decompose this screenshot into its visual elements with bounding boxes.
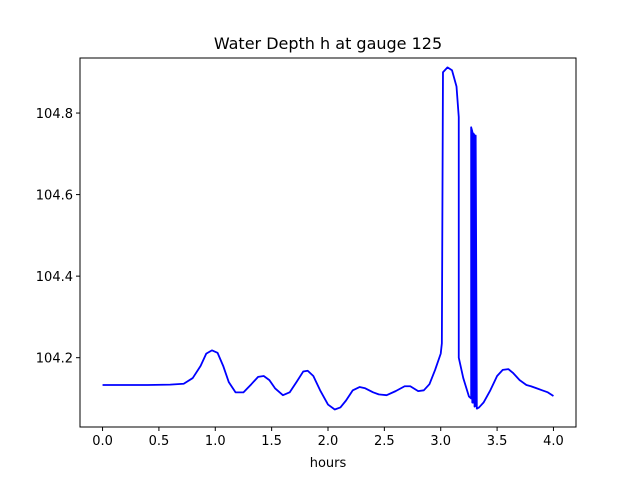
x-tick-label: 0.5 [149,434,170,449]
x-tick-label: 1.5 [261,434,282,449]
x-tick-label: 0.0 [92,434,113,449]
x-axis-ticks: 0.0 0.5 1.0 1.5 2.0 2.5 3.0 3.5 4.0 [92,427,564,449]
x-tick-label: 2.0 [318,434,339,449]
x-tick-label: 3.5 [487,434,508,449]
x-tick-label: 1.0 [205,434,226,449]
x-tick-label: 3.0 [430,434,451,449]
chart-title: Water Depth h at gauge 125 [214,34,442,53]
series-line-0 [102,66,554,411]
x-tick-label: 2.5 [374,434,395,449]
y-tick-label: 104.4 [36,270,73,285]
y-axis-ticks: 104.2 104.4 104.6 104.8 [36,107,80,367]
y-tick-label: 104.2 [36,352,73,367]
y-tick-label: 104.8 [36,107,73,122]
y-tick-label: 104.6 [36,189,73,204]
x-tick-label: 4.0 [543,434,564,449]
x-axis-label: hours [310,456,347,471]
